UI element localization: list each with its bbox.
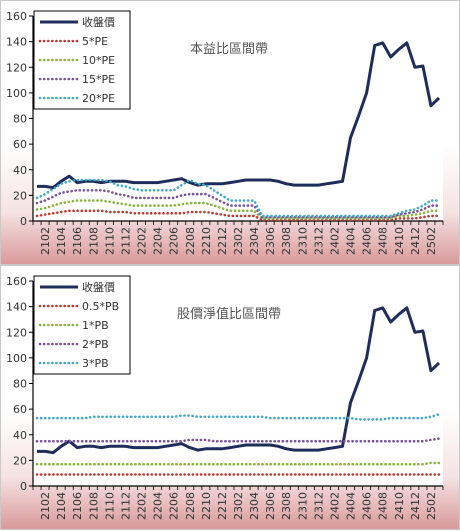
x-tick-label: 2106 — [71, 492, 84, 520]
x-tick-label: 2204 — [152, 492, 165, 520]
legend-label: 15*PE — [82, 73, 115, 86]
x-tick-label: 2408 — [377, 492, 390, 520]
y-tick-label: 40 — [13, 164, 27, 177]
x-tick-label: 2106 — [71, 227, 84, 255]
series-line-2 — [35, 199, 441, 220]
series-line-2 — [35, 461, 441, 466]
x-tick-label: 2312 — [312, 227, 325, 255]
x-tick-label: 2406 — [361, 492, 374, 520]
series-line-0 — [37, 41, 441, 190]
x-tick-label: 2310 — [296, 492, 309, 520]
x-tick-label: 2112 — [119, 492, 132, 520]
legend-label: 0.5*PB — [82, 300, 119, 313]
y-tick-label: 160 — [6, 275, 27, 288]
y-tick-label: 160 — [6, 10, 27, 23]
legend-box — [33, 275, 131, 375]
series-line-1 — [35, 209, 441, 221]
x-tick-label: 2308 — [280, 227, 293, 255]
x-tick-label: 2402 — [328, 492, 341, 520]
x-tick-label: 2104 — [55, 227, 68, 255]
y-tick-label: 120 — [6, 61, 27, 74]
x-tick-label: 2312 — [312, 492, 325, 520]
x-tick-label: 2110 — [103, 227, 116, 255]
y-tick-label: 0 — [20, 215, 27, 228]
y-tick-label: 80 — [13, 113, 27, 126]
y-tick-label: 100 — [6, 87, 27, 100]
x-tick-label: 2306 — [264, 227, 277, 255]
y-tick-label: 140 — [6, 36, 27, 49]
y-tick-label: 60 — [13, 138, 27, 151]
x-tick-label: 2404 — [345, 227, 358, 255]
y-tick-label: 100 — [6, 352, 27, 365]
y-tick-label: 20 — [13, 454, 27, 467]
x-tick-label: 2102 — [39, 227, 52, 255]
x-tick-label: 2102 — [39, 492, 52, 520]
x-tick-label: 2410 — [393, 492, 406, 520]
legend-box — [33, 10, 131, 110]
y-tick-label: 80 — [13, 378, 27, 391]
x-tick-label: 2206 — [168, 227, 181, 255]
series-line-3 — [35, 437, 441, 443]
x-tick-label: 2208 — [184, 227, 197, 255]
x-tick-label: 2502 — [425, 227, 438, 255]
x-tick-label: 2310 — [296, 227, 309, 255]
series-line-4 — [35, 413, 441, 421]
x-tick-label: 2108 — [87, 227, 100, 255]
y-tick-label: 0 — [20, 480, 27, 493]
x-tick-label: 2302 — [232, 227, 245, 255]
x-tick-label: 2202 — [136, 492, 149, 520]
y-tick-label: 40 — [13, 429, 27, 442]
y-tick-label: 60 — [13, 403, 27, 416]
chart-title: 本益比區間帶 — [190, 42, 268, 57]
legend-label: 20*PE — [82, 92, 115, 105]
x-tick-label: 2306 — [264, 492, 277, 520]
x-tick-label: 2406 — [361, 227, 374, 255]
legend-label: 1*PB — [82, 319, 109, 332]
x-tick-label: 2206 — [168, 492, 181, 520]
pb-band-chart-panel: 0 20 40 60 80 100 120 140 160 2102 2104 2106 2108 211… — [0, 265, 460, 530]
x-tick-label: 2408 — [377, 227, 390, 255]
legend-label: 5*PE — [82, 35, 108, 48]
x-tick-label: 2404 — [345, 492, 358, 520]
legend-label: 2*PB — [82, 338, 109, 351]
x-tick-label: 2412 — [409, 492, 422, 520]
y-tick-label: 140 — [6, 301, 27, 314]
legend-label: 收盤價 — [82, 15, 115, 29]
x-tick-label: 2212 — [216, 227, 229, 255]
x-tick-label: 2210 — [200, 227, 213, 255]
x-tick-label: 2302 — [232, 492, 245, 520]
x-tick-label: 2412 — [409, 227, 422, 255]
x-tick-label: 2202 — [136, 227, 149, 255]
series-line-0 — [37, 306, 441, 455]
pe-band-chart-panel: 0 20 40 60 80 100 120 140 160 2102 2104 2106 2108 211… — [0, 0, 460, 265]
y-tick-label: 20 — [13, 189, 27, 202]
x-tick-label: 2204 — [152, 227, 165, 255]
x-tick-label: 2104 — [55, 492, 68, 520]
x-tick-label: 2108 — [87, 492, 100, 520]
x-tick-label: 2110 — [103, 492, 116, 520]
x-tick-label: 2212 — [216, 492, 229, 520]
x-tick-label: 2410 — [393, 227, 406, 255]
x-tick-label: 2402 — [328, 227, 341, 255]
x-tick-label: 2304 — [248, 227, 261, 255]
x-tick-label: 2502 — [425, 492, 438, 520]
x-tick-label: 2112 — [119, 227, 132, 255]
legend-label: 3*PB — [82, 357, 109, 370]
x-tick-label: 2210 — [200, 492, 213, 520]
series-line-3 — [35, 189, 441, 219]
legend-label: 收盤價 — [82, 280, 115, 294]
y-tick-label: 120 — [6, 326, 27, 339]
chart-title: 股價淨值比區間帶 — [177, 306, 281, 322]
x-tick-label: 2304 — [248, 492, 261, 520]
legend-label: 10*PE — [82, 54, 115, 67]
x-tick-label: 2208 — [184, 492, 197, 520]
x-tick-label: 2308 — [280, 492, 293, 520]
